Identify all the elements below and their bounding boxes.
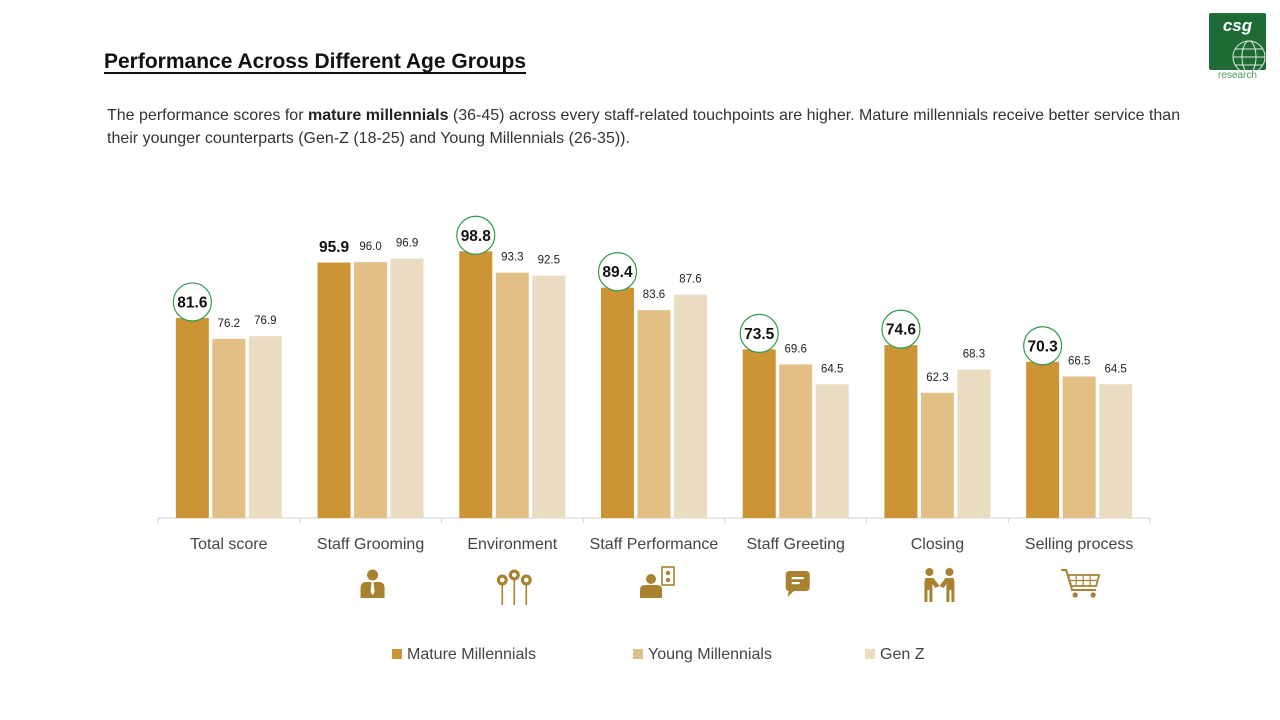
bar bbox=[459, 251, 493, 518]
description-bold: mature millennials bbox=[307, 107, 449, 124]
bar bbox=[637, 310, 671, 518]
bar bbox=[495, 272, 529, 518]
data-label: 87.6 bbox=[679, 274, 701, 286]
data-label: 96.0 bbox=[359, 241, 381, 253]
highlight-ring bbox=[597, 252, 638, 292]
x-tick-label: Selling process bbox=[1025, 536, 1134, 553]
x-tick-label: Staff Greeting bbox=[746, 536, 844, 553]
highlight-ring bbox=[881, 309, 921, 349]
bar bbox=[920, 392, 954, 518]
legend-item-mature: Mature Millennials bbox=[392, 646, 536, 664]
bar bbox=[674, 294, 707, 518]
data-label: 92.5 bbox=[538, 255, 560, 267]
person-icon bbox=[360, 569, 385, 598]
data-label: 74.6 bbox=[886, 322, 917, 339]
data-label: 76.2 bbox=[218, 318, 240, 330]
data-label: 98.8 bbox=[461, 228, 492, 245]
x-tick-label: Environment bbox=[467, 536, 557, 553]
bar bbox=[957, 369, 991, 518]
page-title: Performance Across Different Age Groups bbox=[104, 50, 527, 73]
bar bbox=[175, 317, 209, 518]
bar bbox=[815, 384, 849, 518]
bar bbox=[779, 364, 813, 518]
x-tick-label: Staff Grooming bbox=[317, 536, 424, 553]
bar bbox=[317, 262, 351, 518]
bar bbox=[1026, 361, 1060, 518]
bar bbox=[601, 287, 634, 518]
shopping-cart-icon bbox=[1061, 569, 1101, 598]
legend-item-young: Young Millennials bbox=[633, 646, 772, 664]
bar bbox=[212, 338, 246, 518]
data-label: 93.3 bbox=[501, 252, 523, 264]
chat-bubble-icon bbox=[785, 571, 810, 597]
highlight-ring bbox=[172, 282, 212, 322]
csg-logo: csg research bbox=[1209, 13, 1266, 82]
highlight-ring bbox=[739, 313, 779, 353]
data-label: 76.9 bbox=[254, 315, 276, 327]
flowers-icon bbox=[496, 569, 532, 605]
bar bbox=[248, 336, 282, 518]
data-label: 73.5 bbox=[744, 326, 775, 343]
presenter-icon bbox=[640, 566, 675, 598]
highlight-ring bbox=[1023, 326, 1063, 366]
data-label: 66.5 bbox=[1068, 356, 1090, 368]
bar bbox=[354, 262, 388, 518]
data-label: 89.4 bbox=[602, 264, 633, 281]
data-label: 64.5 bbox=[821, 363, 843, 375]
bar bbox=[532, 275, 566, 518]
handshake-icon bbox=[924, 568, 955, 602]
bar bbox=[390, 258, 424, 518]
legend-item-genz: Gen Z bbox=[865, 646, 924, 664]
data-label: 64.5 bbox=[1104, 363, 1126, 375]
x-tick-label: Total score bbox=[190, 536, 267, 553]
highlight-ring bbox=[456, 215, 496, 255]
data-label: 95.9 bbox=[319, 239, 350, 256]
bar bbox=[1062, 376, 1096, 518]
data-label: 69.6 bbox=[785, 343, 807, 355]
data-label: 62.3 bbox=[926, 372, 948, 384]
bar bbox=[884, 345, 918, 518]
bar bbox=[742, 349, 776, 518]
data-label: 96.9 bbox=[396, 238, 418, 250]
data-label: 70.3 bbox=[1028, 338, 1059, 355]
data-label: 68.3 bbox=[963, 349, 985, 361]
bar bbox=[1099, 384, 1133, 518]
x-tick-label: Closing bbox=[911, 536, 964, 553]
data-label: 81.6 bbox=[177, 294, 208, 311]
x-tick-label: Staff Performance bbox=[590, 536, 719, 553]
description: The performance scores for mature millen… bbox=[107, 107, 1181, 147]
data-label: 83.6 bbox=[643, 289, 665, 301]
